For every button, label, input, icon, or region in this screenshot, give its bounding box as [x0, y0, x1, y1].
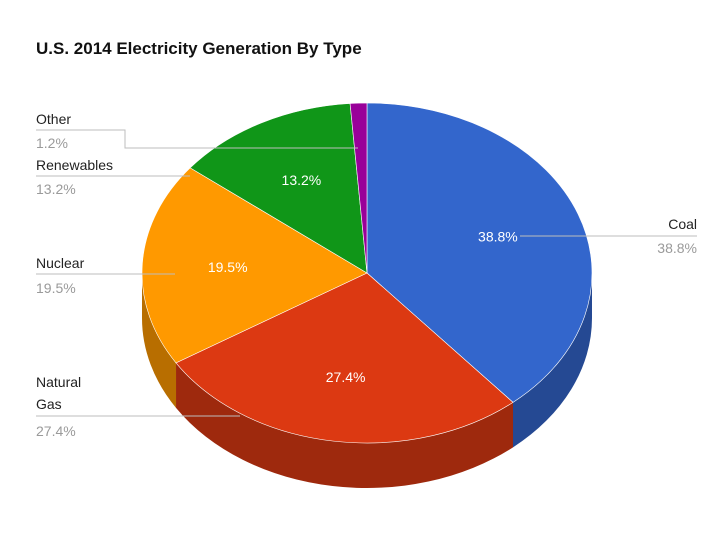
slice-coal[interactable] — [366, 102, 593, 403]
slice-side-natural-gas — [176, 362, 514, 489]
slice-natural-gas[interactable] — [175, 272, 514, 444]
callout-value-nuclear: 19.5% — [36, 280, 76, 296]
slice-callout-labels: Coal 38.8% Natural Gas 27.4% Nuclear 19.5% Rene… — [36, 111, 697, 439]
callout-value-other: 1.2% — [36, 135, 68, 151]
callout-name-natural-gas: Gas — [36, 396, 62, 412]
slice-side-coal — [513, 273, 592, 448]
slice-other[interactable] — [349, 102, 368, 274]
callout-value-renewables: 13.2% — [36, 181, 76, 197]
slice-value-labels: 38.8% 27.4% 19.5% 13.2% — [208, 172, 518, 385]
callout-name-other: Other — [36, 111, 71, 127]
slice-value-natural-gas: 27.4% — [326, 369, 366, 385]
callout-value-coal: 38.8% — [657, 240, 697, 256]
slice-nuclear[interactable] — [141, 167, 368, 364]
slice-renewables[interactable] — [189, 103, 368, 274]
slice-value-coal: 38.8% — [478, 229, 518, 245]
pie-depth — [142, 273, 592, 489]
callout-value-natural-gas: 27.4% — [36, 423, 76, 439]
pie-slices — [141, 102, 593, 444]
callout-name-coal: Coal — [668, 216, 697, 232]
chart-title: U.S. 2014 Electricity Generation By Type — [36, 39, 362, 58]
leader-line-other — [36, 129, 358, 149]
callout-name-nuclear: Nuclear — [36, 255, 85, 271]
slice-side-nuclear — [142, 273, 177, 408]
slice-value-nuclear: 19.5% — [208, 259, 248, 275]
callout-name-natural-gas: Natural — [36, 374, 81, 390]
slice-value-renewables: 13.2% — [282, 172, 322, 188]
callout-name-renewables: Renewables — [36, 157, 113, 173]
